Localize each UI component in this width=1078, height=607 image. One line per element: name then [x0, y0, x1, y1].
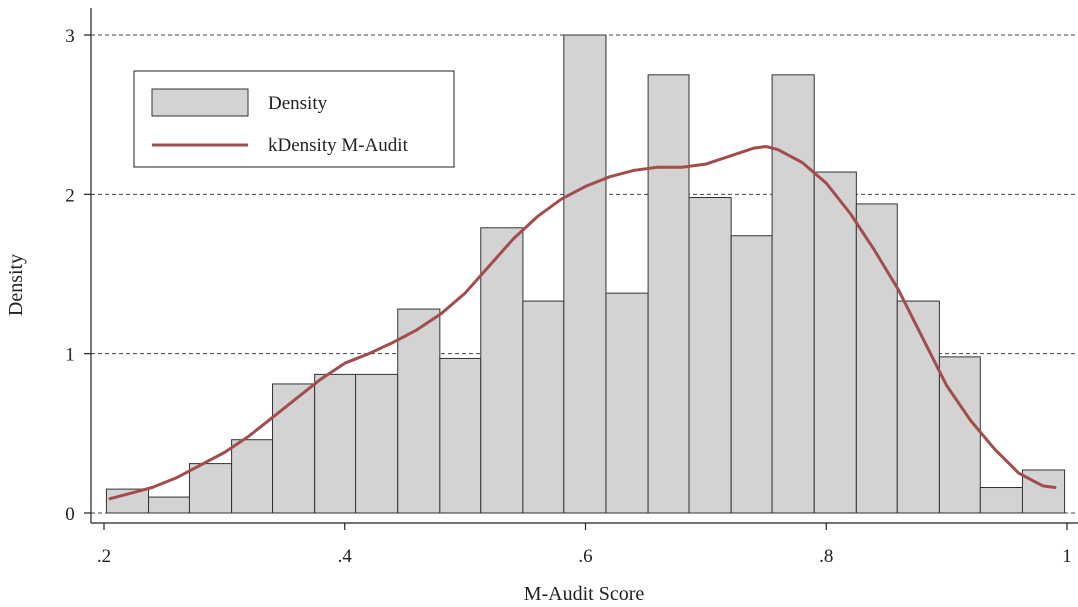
x-tick-label-4: 1	[1062, 546, 1072, 567]
legend-label-density: Density	[268, 93, 328, 114]
histogram-bar-2	[188, 463, 233, 514]
kdensity-line-layer	[108, 145, 1057, 501]
axes	[90, 8, 1078, 524]
y-tick-label-0: 0	[65, 504, 75, 525]
histogram-bar-13	[647, 74, 690, 514]
legend: Density kDensity M-Audit	[133, 70, 455, 168]
histogram-bar-1	[148, 496, 190, 514]
legend-swatch-density	[151, 88, 249, 117]
x-tick-label-3: .8	[819, 546, 833, 567]
histogram-bars	[105, 34, 1066, 514]
tick-labels: 0 1 2 3 .2 .4 .6 .8 1	[65, 26, 1072, 567]
x-tick-label-2: .6	[578, 546, 592, 567]
histogram-bar-14	[688, 197, 732, 514]
histogram-bar-11	[563, 34, 607, 514]
kdensity-line	[108, 145, 1057, 501]
histogram-bar-9	[480, 227, 524, 514]
histogram-bar-15	[730, 235, 773, 514]
legend-box	[133, 70, 455, 168]
y-axis-title: Density	[5, 254, 27, 316]
y-tick-label-3: 3	[65, 26, 75, 47]
legend-label-kdensity: kDensity M-Audit	[268, 135, 409, 156]
histogram-bar-5	[314, 373, 357, 514]
histogram-bar-3	[231, 439, 274, 514]
histogram-bar-17	[813, 171, 857, 514]
histogram-bar-7	[397, 308, 441, 514]
histogram-bar-12	[605, 292, 649, 514]
histogram-bar-6	[355, 373, 399, 514]
y-tick-label-1: 1	[65, 345, 75, 366]
x-tick-label-0: .2	[97, 546, 111, 567]
histogram-bar-8	[439, 357, 482, 514]
x-axis-title: M-Audit Score	[524, 583, 645, 605]
x-tick-label-1: .4	[338, 546, 353, 567]
histogram-bar-18	[855, 203, 898, 514]
histogram-bar-10	[522, 300, 565, 514]
histogram-bar-19	[896, 300, 940, 514]
y-tick-label-2: 2	[65, 185, 75, 206]
histogram-bar-4	[272, 383, 316, 514]
histogram-bar-16	[771, 74, 815, 514]
histogram-bar-21	[979, 487, 1023, 514]
histogram-bar-22	[1021, 469, 1066, 514]
